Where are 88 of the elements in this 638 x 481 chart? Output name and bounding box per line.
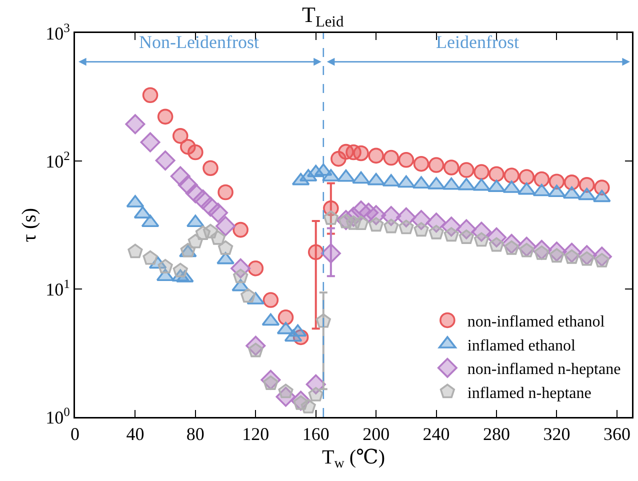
point — [578, 188, 596, 200]
point — [413, 156, 430, 172]
point — [308, 244, 324, 260]
y-tick-label: 10$^{3}$ — [46, 20, 70, 44]
point — [308, 386, 324, 402]
x-tick-label: 320 — [543, 424, 570, 444]
x-tick-label: 200 — [362, 424, 390, 444]
point — [398, 152, 414, 168]
point — [398, 220, 414, 234]
point — [548, 184, 566, 198]
point — [202, 160, 218, 176]
point — [474, 164, 490, 180]
point — [125, 114, 146, 134]
annotation: Leidenfrost — [436, 32, 519, 52]
point — [208, 202, 228, 223]
point — [157, 108, 174, 125]
point — [353, 216, 369, 230]
point — [428, 224, 444, 240]
x-axis-title: T$_{w}$ (℃) — [322, 446, 386, 472]
x-tick-label: 40 — [126, 424, 144, 444]
point — [428, 157, 444, 173]
point — [140, 132, 160, 152]
x-tick-label: 160 — [302, 424, 330, 444]
point — [288, 324, 307, 337]
point — [532, 184, 551, 196]
point — [218, 184, 234, 200]
point — [367, 172, 386, 186]
point — [158, 258, 173, 274]
point — [504, 168, 520, 184]
point — [592, 190, 611, 202]
point — [383, 150, 400, 166]
x-tick-label: 80 — [186, 424, 204, 444]
legend-label: non-inflamed ethanol — [467, 313, 606, 330]
point — [232, 222, 248, 238]
point — [320, 243, 341, 264]
x-tick-label: 240 — [422, 424, 450, 444]
point — [488, 166, 504, 182]
point — [534, 171, 550, 188]
point — [188, 144, 204, 160]
point — [518, 169, 535, 185]
point — [443, 160, 460, 176]
point — [368, 148, 384, 164]
point — [188, 234, 203, 248]
y-tick-label: 10$^{2}$ — [46, 148, 70, 172]
point — [564, 174, 580, 190]
legend-label: non-inflamed n-heptane — [467, 361, 621, 378]
legend-label: inflamed ethanol — [467, 337, 576, 354]
point — [128, 244, 143, 258]
point — [444, 227, 459, 242]
point — [458, 162, 474, 178]
point — [172, 262, 188, 278]
point — [323, 210, 338, 225]
point — [155, 150, 176, 170]
point — [186, 214, 204, 228]
x-tick-label: 0 — [70, 424, 80, 444]
point — [218, 240, 234, 255]
x-tick-label: 360 — [603, 424, 630, 444]
x-tick-label: 120 — [242, 424, 270, 444]
point — [262, 292, 279, 308]
point — [384, 218, 399, 234]
y-axis-title: τ (s) — [18, 208, 40, 242]
point — [518, 182, 536, 195]
point — [397, 175, 416, 188]
point — [352, 171, 370, 184]
y-tick-label: 10$^{1}$ — [46, 276, 70, 300]
point — [562, 186, 581, 199]
point — [216, 216, 236, 236]
point — [442, 177, 460, 190]
point — [142, 87, 158, 104]
point — [336, 169, 355, 182]
point — [262, 313, 280, 326]
point — [278, 310, 294, 326]
x-tick-label: 280 — [483, 424, 510, 444]
legend-label: inflamed n-heptane — [467, 384, 592, 402]
point — [353, 145, 369, 162]
point — [240, 288, 256, 303]
point — [457, 178, 476, 190]
point — [210, 230, 226, 245]
point — [368, 217, 384, 232]
y-tick-label: 10$^{0}$ — [46, 404, 70, 428]
ref-line-label: T$_{Leid}$ — [302, 2, 344, 31]
point — [248, 260, 264, 276]
annotation: Non-Leidenfrost — [139, 32, 259, 52]
point — [141, 214, 160, 228]
point — [142, 250, 158, 265]
point — [172, 128, 188, 144]
point — [414, 222, 429, 237]
point — [472, 178, 490, 191]
